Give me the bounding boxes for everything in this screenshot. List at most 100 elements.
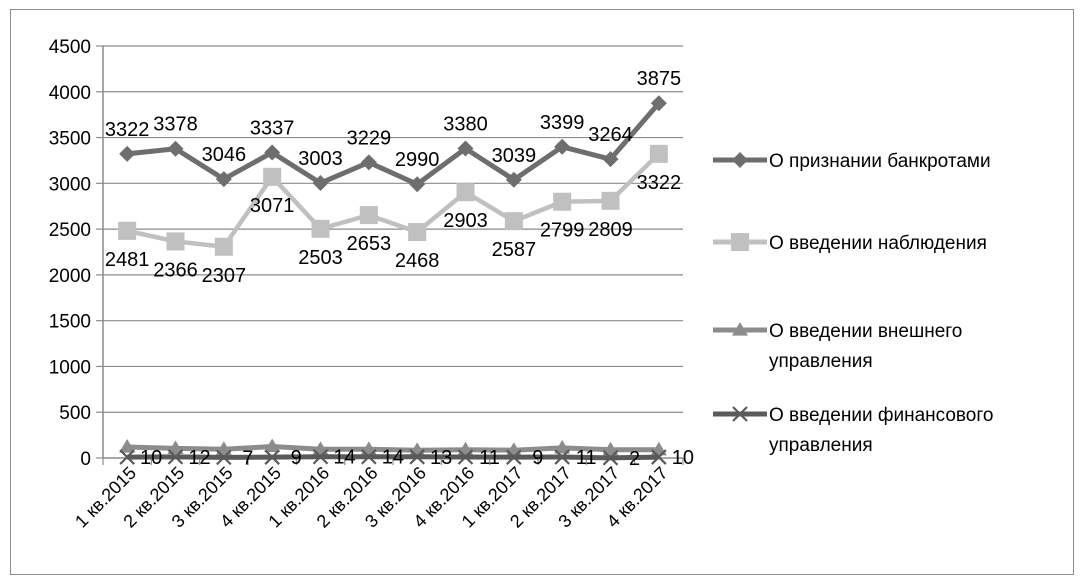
triangle-marker [602, 441, 619, 456]
square-marker [359, 206, 378, 225]
data-label: 2990 [395, 149, 440, 171]
data-label: 2587 [492, 239, 537, 261]
diamond-marker [264, 144, 281, 161]
square-marker [456, 183, 475, 202]
square-marker [601, 191, 620, 210]
data-label: 7 [242, 447, 253, 469]
legend-label-line: О введении финансового [769, 405, 993, 426]
series-layer [118, 95, 668, 466]
legend-label-line: О введении внешнего [769, 321, 962, 342]
y-tick-label: 4000 [49, 83, 91, 104]
data-label: 3046 [202, 144, 247, 166]
diamond-marker [409, 176, 426, 193]
series-line [127, 444, 659, 453]
legend-label: О введении финансового управления [769, 405, 993, 456]
y-tick-label: 1500 [49, 312, 91, 333]
diamond-marker [554, 138, 571, 155]
square-marker [311, 219, 330, 238]
square-marker [504, 212, 523, 231]
data-labels: 3322 337830463337300332292990338030393399… [105, 68, 694, 470]
y-tick-label: 2000 [49, 266, 91, 287]
data-label: 9 [291, 447, 302, 469]
data-label: 14 [382, 447, 404, 469]
data-label: 3039 [492, 145, 537, 167]
x-marker [506, 449, 522, 465]
data-label: 13 [430, 447, 452, 469]
x-marker [119, 449, 135, 465]
x-marker [732, 406, 748, 422]
legend-label: О введении внешнего управления [769, 321, 962, 372]
triangle-marker [167, 440, 184, 454]
axes [96, 45, 684, 465]
data-label: 2903 [443, 210, 488, 232]
diamond-marker [505, 171, 522, 188]
data-label: 14 [333, 447, 355, 469]
line-chart: 0 500 1000 1500 2000 2500 3000 3500 4000 4500 1 к… [49, 37, 994, 532]
square-marker [166, 232, 185, 251]
data-label: 3003 [298, 148, 343, 170]
triangle-marker [264, 438, 281, 453]
x-marker [409, 449, 425, 465]
triangle-marker [119, 439, 136, 453]
data-label: 3337 [250, 117, 295, 139]
data-label: 2809 [588, 219, 633, 241]
x-marker [602, 450, 619, 466]
square-marker [408, 223, 427, 242]
data-label: 3229 [347, 127, 392, 149]
diamond-marker [732, 152, 748, 168]
y-tick-labels: 0 500 1000 1500 2000 2500 3000 3500 4000 4500 [49, 37, 91, 470]
data-label: 2468 [395, 250, 440, 272]
square-marker [214, 237, 233, 256]
data-label: 2503 [298, 247, 343, 269]
legend: О признании банкротами О введении наблюде… [713, 151, 993, 456]
square-marker [263, 167, 282, 186]
square-marker [649, 144, 668, 163]
data-label: 3322 [105, 119, 150, 141]
square-marker [118, 221, 137, 240]
data-label: 3071 [250, 195, 295, 217]
data-label: 3399 [540, 112, 585, 134]
y-tick-label: 1000 [49, 357, 91, 378]
y-tick-label: 500 [59, 403, 91, 424]
legend-label: О признании банкротами [769, 151, 991, 172]
data-label: 3378 [153, 114, 198, 136]
x-marker [457, 449, 474, 465]
data-label: 11 [479, 447, 500, 469]
data-label: 2 [629, 448, 640, 470]
square-marker [553, 192, 572, 211]
x-marker [216, 449, 232, 466]
y-tick-label: 2500 [49, 220, 91, 241]
data-label: 3380 [443, 114, 488, 136]
x-marker [554, 449, 570, 465]
gridlines [103, 45, 683, 413]
triangle-marker [732, 322, 748, 336]
diamond-marker [119, 145, 136, 162]
diamond-marker [602, 151, 619, 168]
chart-frame: 0 500 1000 1500 2000 2500 3000 3500 4000 4500 1 к… [10, 9, 1074, 575]
diamond-marker [312, 175, 329, 192]
square-marker [731, 233, 749, 251]
legend-label-line: управления [769, 351, 873, 372]
diamond-marker [360, 154, 377, 171]
y-tick-label: 3000 [49, 174, 91, 195]
x-marker [312, 448, 329, 465]
y-tick-label: 0 [80, 449, 91, 470]
diamond-marker [457, 140, 474, 157]
data-label: 2799 [540, 220, 585, 242]
data-label: 2481 [105, 249, 150, 271]
triangle-marker [215, 441, 232, 455]
legend-label: О введении наблюдения [769, 233, 987, 254]
data-label: 2366 [153, 259, 198, 281]
diamond-marker [167, 140, 184, 157]
series-line [126, 101, 661, 187]
series-line [127, 454, 659, 461]
y-tick-label: 4500 [49, 37, 91, 58]
data-label: 2307 [202, 265, 247, 287]
data-label: 12 [188, 447, 210, 469]
y-tick-label: 3500 [49, 129, 91, 150]
x-marker [264, 449, 280, 465]
diamond-marker [650, 95, 667, 112]
x-marker [651, 449, 667, 465]
data-label: 9 [532, 447, 543, 469]
